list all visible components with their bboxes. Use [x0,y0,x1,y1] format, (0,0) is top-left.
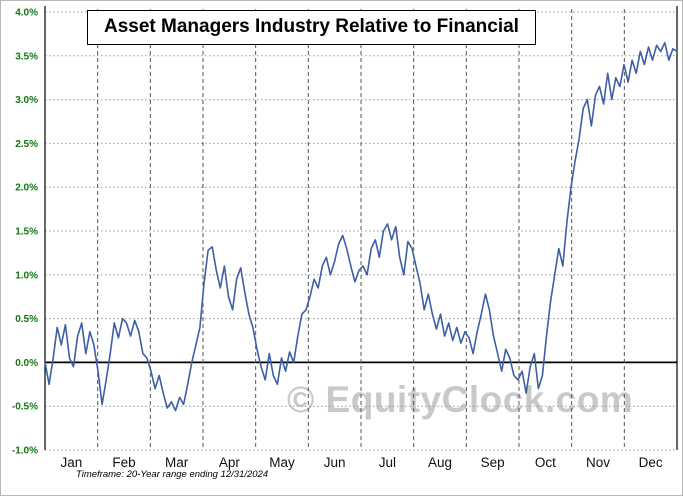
x-tick-label: Sep [481,455,505,470]
x-tick-label: Oct [535,455,556,470]
y-tick-label: 1.5% [15,227,38,238]
x-tick-label: Feb [112,455,135,470]
series-line [44,41,678,412]
x-tick-label: Jul [379,455,396,470]
equityclock-watermark: © EquityClock.com [287,379,634,420]
x-tick-label: Dec [639,455,663,470]
y-tick-label: 1.0% [15,270,38,281]
y-tick-label: 3.0% [15,95,38,106]
x-tick-label: Mar [165,455,189,470]
x-tick-label: May [269,455,295,470]
y-tick-label: 2.0% [15,183,38,194]
y-tick-label: -0.5% [12,402,38,413]
x-tick-label: Jan [60,455,82,470]
y-tick-label: 4.0% [15,8,38,19]
x-tick-label: Apr [219,455,241,470]
chart-title: Asset Managers Industry Relative to Fina… [104,16,519,37]
y-tick-label: 2.5% [15,139,38,150]
timeframe-note: Timeframe: 20-Year range ending 12/31/20… [76,469,269,480]
y-tick-label: -1.0% [12,446,38,457]
x-tick-label: Nov [586,455,610,470]
y-tick-label: 3.5% [15,51,38,62]
y-tick-label: 0.0% [15,358,38,369]
y-tick-label: 0.5% [15,314,38,325]
chart-title-box: Asset Managers Industry Relative to Fina… [87,10,536,45]
x-tick-label: Jun [324,455,346,470]
x-tick-label: Aug [428,455,452,470]
